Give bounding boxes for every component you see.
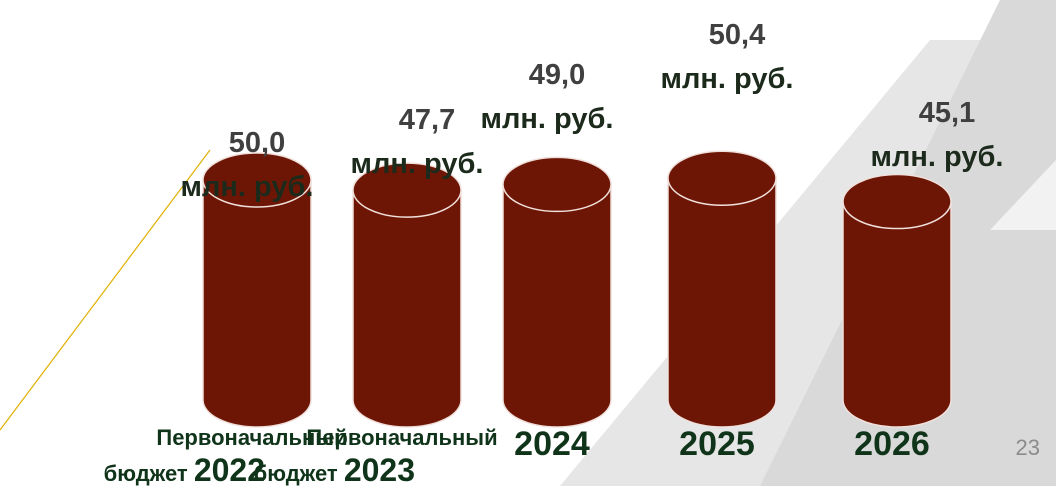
- cylinder-top: [502, 156, 612, 213]
- value-label: 45,1 млн. руб.: [871, 97, 1004, 173]
- category-label: 2025: [679, 425, 755, 463]
- category-label: Первоначальный бюджет 2022: [104, 425, 348, 486]
- bg-shape: [990, 160, 1056, 230]
- page-number: 23: [1016, 435, 1040, 460]
- value-label: 50,0 млн. руб.: [181, 127, 314, 203]
- category-label: 2026: [854, 425, 930, 463]
- cylinder-top: [842, 173, 952, 230]
- cylinder-body: [667, 177, 777, 428]
- cylinder-body: [202, 179, 312, 428]
- category-label: 2024: [514, 425, 590, 463]
- value-label: 50,4 млн. руб.: [661, 19, 794, 95]
- value-label: 49,0 млн. руб.: [481, 59, 614, 135]
- value-label: 47,7 млн. руб.: [351, 104, 484, 180]
- cylinder-top: [352, 162, 462, 218]
- cylinder-top: [202, 152, 312, 208]
- decor-line: [0, 149, 211, 431]
- cylinder-body: [842, 200, 952, 428]
- category-label: Первоначальный бюджет 2023: [254, 425, 498, 486]
- cylinder-top: [667, 150, 777, 206]
- cylinder-body: [352, 189, 462, 428]
- cylinder-body: [502, 183, 612, 428]
